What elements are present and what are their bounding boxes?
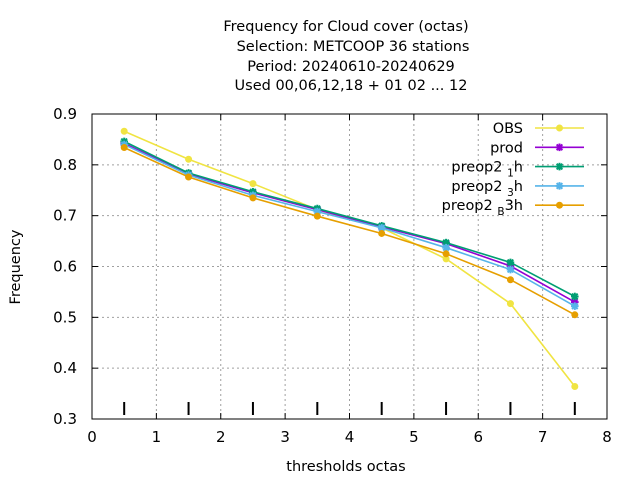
series-4 xyxy=(120,144,579,319)
series-line xyxy=(123,142,576,303)
legend-label: preop2 B3h xyxy=(442,198,523,218)
plot-frame xyxy=(91,113,608,420)
legend-entry: OBS xyxy=(493,121,584,137)
data-point xyxy=(185,155,193,163)
x-tick-label: 8 xyxy=(602,428,612,446)
x-axis-label: thresholds octas xyxy=(286,459,405,475)
data-point xyxy=(571,382,579,390)
legend-swatch-marker xyxy=(555,182,564,190)
legend-label: OBS xyxy=(493,121,523,137)
legend-entry: preop2 B3h xyxy=(442,198,584,218)
data-point xyxy=(185,173,193,181)
data-point xyxy=(506,265,515,274)
data-point xyxy=(249,194,257,202)
legend-label: prod xyxy=(490,140,523,156)
y-tick-label: 0.5 xyxy=(53,308,77,326)
y-tick-label: 0.8 xyxy=(53,156,77,174)
data-point xyxy=(571,311,579,319)
data-point xyxy=(249,180,257,188)
title-line-1: Frequency for Cloud cover (octas) xyxy=(223,19,468,35)
legend-label: preop2 1h xyxy=(451,160,523,180)
legend-entry: preop2 3h xyxy=(451,179,584,199)
series-line xyxy=(123,140,576,298)
x-tick-label: 4 xyxy=(345,428,355,446)
data-point xyxy=(442,255,450,263)
data-point xyxy=(571,302,579,310)
data-point xyxy=(378,229,386,237)
legend-entry: prod xyxy=(490,140,584,156)
data-point xyxy=(313,212,321,220)
legend-swatch-marker xyxy=(555,143,564,152)
x-tick-label: 5 xyxy=(409,428,419,446)
data-point xyxy=(120,127,128,135)
series-layer xyxy=(120,127,579,390)
x-tick-label: 3 xyxy=(280,428,290,446)
y-tick-label: 0.3 xyxy=(53,410,77,428)
y-tick-label: 0.4 xyxy=(53,359,77,377)
y-tick-labels: 0.3 0.4 0.5 0.6 0.7 0.8 0.9 xyxy=(53,105,77,428)
y-tick-label: 0.9 xyxy=(53,105,77,123)
data-point xyxy=(506,258,515,267)
legend-label: preop2 3h xyxy=(451,179,523,199)
x-tick-label: 7 xyxy=(538,428,548,446)
data-point xyxy=(442,243,450,252)
x-tick-label: 6 xyxy=(473,428,483,446)
title-line-4: Used 00,06,12,18 + 01 02 ... 12 xyxy=(235,78,468,94)
x-tick-label: 1 xyxy=(152,428,162,446)
data-point xyxy=(571,292,579,301)
legend-entry: preop2 1h xyxy=(451,160,584,180)
data-point xyxy=(442,250,450,258)
data-point xyxy=(506,300,514,308)
y-tick-label: 0.7 xyxy=(53,207,77,225)
data-point xyxy=(506,276,514,284)
chart-title: Frequency for Cloud cover (octas) Select… xyxy=(223,19,469,94)
series-line xyxy=(123,143,576,307)
x-tick-label: 0 xyxy=(87,428,97,446)
grid xyxy=(92,114,607,419)
data-point xyxy=(120,144,128,152)
title-line-2: Selection: METCOOP 36 stations xyxy=(237,39,470,55)
x-tick-labels: 0 1 2 3 4 5 6 7 8 xyxy=(87,428,612,446)
legend-swatch-marker xyxy=(556,201,563,209)
y-axis-label: Frequency xyxy=(8,229,24,304)
x-tick-label: 2 xyxy=(216,428,226,446)
title-line-3: Period: 20240610-20240629 xyxy=(247,59,455,75)
series-line xyxy=(123,146,576,316)
legend-swatch-marker xyxy=(556,124,563,132)
y-tick-label: 0.6 xyxy=(53,258,77,276)
legend-swatch-marker xyxy=(555,162,564,171)
